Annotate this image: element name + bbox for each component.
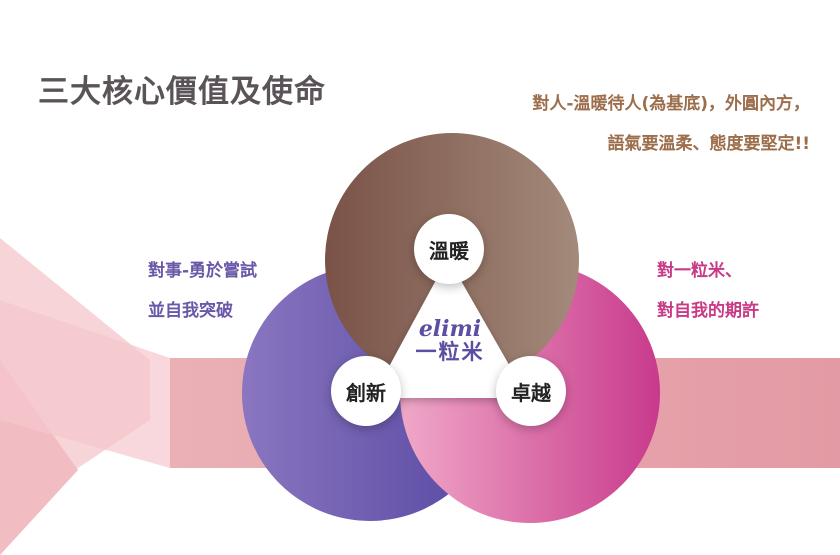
value-bubble-excellence: 卓越 [496,356,566,426]
excellence-description-line2: 對自我的期許 [657,301,759,321]
warmth-description-line1: 對人-溫暖待人(為基底)，外圓內方， [532,94,810,114]
page-title: 三大核心價值及使命 [38,74,326,110]
brand-logo: elimi 一粒米 [400,318,500,365]
brand-logo-script: elimi [418,316,482,342]
left-chevron-band [0,300,170,468]
value-bubble-innovation: 創新 [331,356,401,426]
center-triangle [372,258,528,398]
warmth-description-line2: 語氣要溫柔、態度要堅定!! [607,134,810,154]
value-bubble-warmth: 溫暖 [414,214,484,284]
excellence-description-line1: 對一粒米、 [657,261,742,281]
brand-logo-name: 一粒米 [415,340,485,364]
innovation-description-line1: 對事-勇於嘗試 [148,261,258,281]
innovation-description-line2: 並自我突破 [148,301,233,321]
